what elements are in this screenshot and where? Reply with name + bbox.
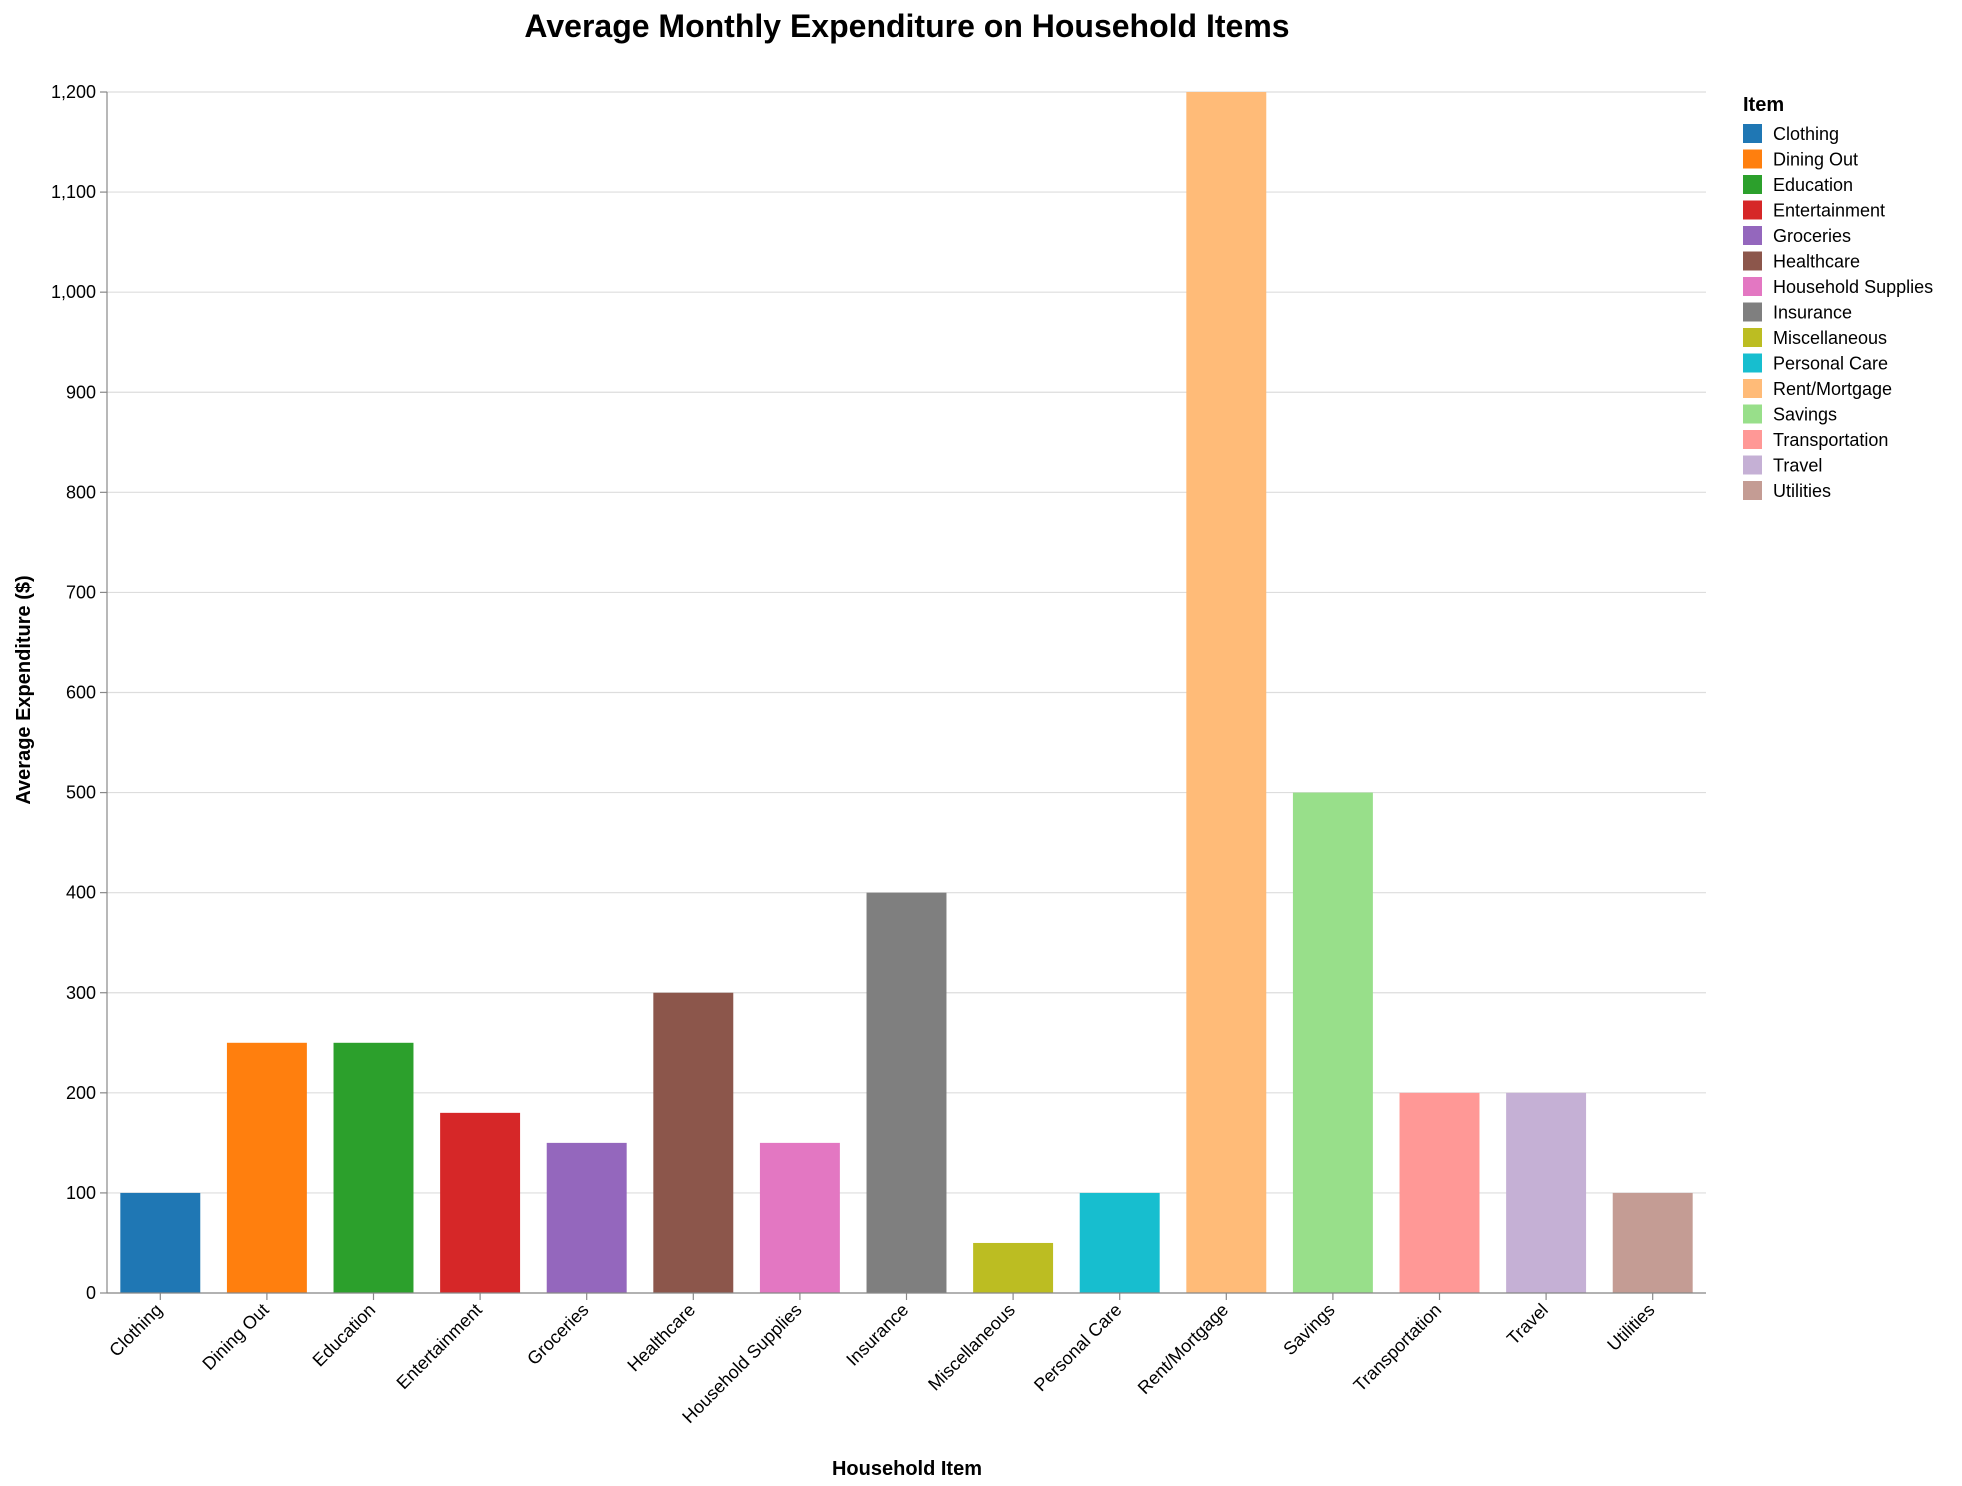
x-tick-label: Dining Out <box>198 1300 272 1374</box>
bar-education <box>333 1042 414 1293</box>
y-tick-label: 1,000 <box>51 282 96 302</box>
y-axis-title: Average Expenditure ($) <box>13 575 35 804</box>
legend-swatch <box>1743 251 1762 271</box>
legend-label: Miscellaneous <box>1773 328 1887 348</box>
legend-title: Item <box>1743 94 1784 116</box>
legend-swatch <box>1743 175 1762 194</box>
y-tick-label: 900 <box>66 382 96 402</box>
bars <box>120 92 1693 1293</box>
legend-label: Rent/Mortgage <box>1773 379 1892 399</box>
bar-dining-out <box>226 1042 307 1293</box>
x-tick-label: Education <box>309 1300 380 1371</box>
legend-label: Clothing <box>1773 124 1839 144</box>
legend: Item Clothing Dining Out Education Entertai… <box>1743 94 1933 501</box>
legend-swatch <box>1743 277 1762 296</box>
bar-miscellaneous <box>973 1242 1054 1293</box>
y-tick-label: 200 <box>66 1083 96 1103</box>
legend-label: Education <box>1773 175 1853 195</box>
legend-swatch <box>1743 353 1762 373</box>
legend-label: Transportation <box>1773 430 1888 450</box>
x-tick-label: Savings <box>1279 1300 1338 1359</box>
chart-title: Average Monthly Expenditure on Household… <box>524 8 1289 44</box>
bar-insurance <box>866 892 947 1293</box>
y-tick-label: 100 <box>66 1183 96 1203</box>
bar-groceries <box>546 1142 627 1293</box>
legend-swatch <box>1743 379 1762 398</box>
x-tick-label: Utilities <box>1603 1300 1658 1355</box>
bar-healthcare <box>653 992 734 1293</box>
bar-personal-care <box>1079 1192 1160 1293</box>
bar-transportation <box>1399 1092 1480 1293</box>
legend-label: Insurance <box>1773 303 1852 323</box>
x-tick-label: Entertainment <box>393 1300 486 1393</box>
legend-swatch <box>1743 200 1762 220</box>
x-tick-label: Groceries <box>523 1300 592 1369</box>
legend-swatch <box>1743 430 1762 449</box>
legend-label: Dining Out <box>1773 150 1858 170</box>
y-tick-label: 400 <box>66 883 96 903</box>
x-tick-label: Household Supplies <box>678 1300 805 1427</box>
x-tick-label: Travel <box>1503 1300 1552 1349</box>
bar-utilities <box>1612 1192 1693 1293</box>
y-tick-label: 800 <box>66 482 96 502</box>
legend-swatch <box>1743 226 1762 245</box>
y-tick-label: 700 <box>66 582 96 602</box>
y-tick-label: 500 <box>66 783 96 803</box>
y-tick-label: 1,200 <box>51 82 96 102</box>
x-tick-label: Clothing <box>105 1300 166 1361</box>
bar-rent-mortgage <box>1186 92 1267 1293</box>
x-tick-label: Healthcare <box>623 1300 699 1376</box>
legend-swatch <box>1743 455 1762 475</box>
x-tick-label: Insurance <box>842 1300 912 1370</box>
legend-swatch <box>1743 302 1762 322</box>
legend-label: Personal Care <box>1773 354 1888 374</box>
legend-label: Groceries <box>1773 226 1851 246</box>
legend-label: Household Supplies <box>1773 277 1933 297</box>
bar-savings <box>1292 792 1373 1293</box>
x-tick-label: Personal Care <box>1030 1300 1126 1396</box>
legend-label: Travel <box>1773 456 1822 476</box>
y-tick-label: 300 <box>66 983 96 1003</box>
bar-clothing <box>120 1192 201 1293</box>
y-axis: 0 100 200 300 400 500 600 700 800 900 1,000 1,100 1,… <box>51 82 108 1303</box>
legend-label: Entertainment <box>1773 201 1885 221</box>
bar-travel <box>1506 1092 1587 1293</box>
legend-swatch <box>1743 404 1762 424</box>
y-tick-label: 0 <box>86 1283 96 1303</box>
legend-swatch <box>1743 328 1762 347</box>
x-axis: Clothing Dining Out Education Entertainment… <box>105 1292 1706 1427</box>
x-tick-label: Miscellaneous <box>924 1300 1019 1395</box>
legend-swatch <box>1743 149 1762 169</box>
bar-household-supplies <box>759 1142 840 1293</box>
x-tick-label: Transportation <box>1350 1300 1446 1396</box>
legend-label: Utilities <box>1773 481 1831 501</box>
y-tick-label: 1,100 <box>51 182 96 202</box>
legend-label: Savings <box>1773 405 1837 425</box>
legend-label: Healthcare <box>1773 252 1860 272</box>
legend-swatch <box>1743 481 1762 500</box>
x-tick-label: Rent/Mortgage <box>1134 1300 1232 1398</box>
legend-swatch <box>1743 124 1762 143</box>
x-axis-title: Household Item <box>832 1458 982 1480</box>
y-tick-label: 600 <box>66 683 96 703</box>
bar-entertainment <box>440 1112 521 1293</box>
